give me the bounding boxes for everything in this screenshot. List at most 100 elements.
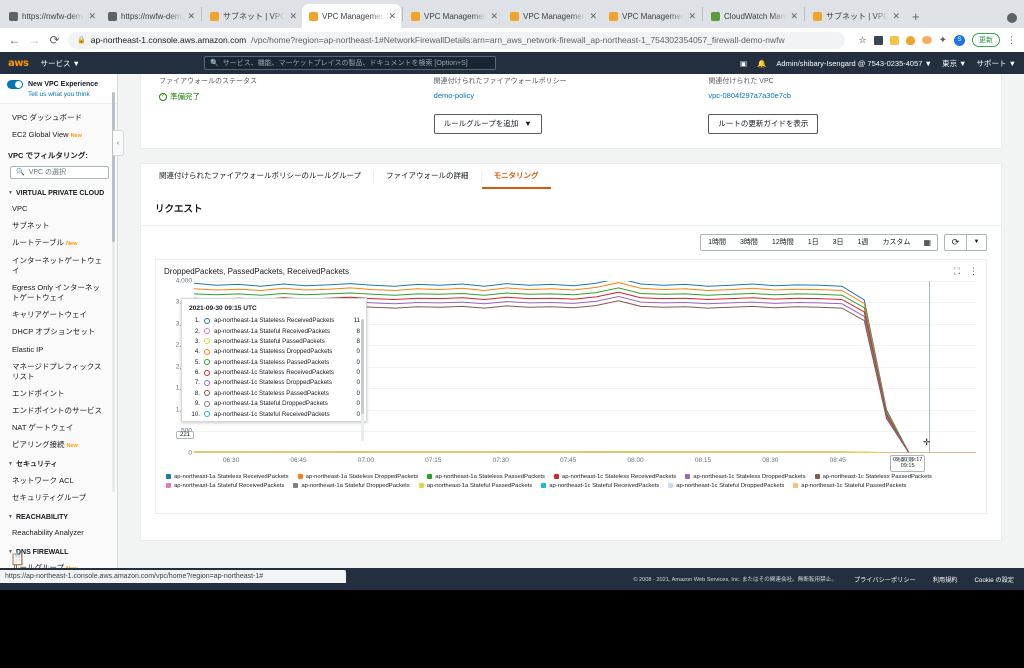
- close-icon[interactable]: ✕: [688, 10, 696, 21]
- clipboard-icon[interactable]: 📋: [10, 552, 25, 566]
- time-range-button[interactable]: 1週: [857, 238, 869, 246]
- close-icon[interactable]: ✕: [589, 10, 597, 21]
- time-range-button[interactable]: 12時間: [771, 238, 794, 246]
- legend-item[interactable]: ap-northeast-1c Stateless PassedPackets: [814, 474, 932, 480]
- sidebar-collapse-button[interactable]: ‹: [113, 130, 124, 156]
- legend-item[interactable]: ap-northeast-1a Stateless ReceivedPacket…: [166, 474, 289, 480]
- calendar-icon[interactable]: ▦: [923, 237, 931, 247]
- expand-icon[interactable]: ⛶: [953, 265, 960, 276]
- global-search-input[interactable]: 🔍 サービス、機能、マーケットプレイスの製品、ドキュメントを検索 [Option…: [203, 56, 496, 70]
- legend-item[interactable]: ap-northeast-1c Stateful PassedPackets: [793, 483, 906, 489]
- sidebar-group-header[interactable]: ▼ DNS FIREWALL: [0, 542, 117, 560]
- time-range-button[interactable]: 3日: [832, 238, 844, 246]
- cloudshell-icon[interactable]: ▣: [739, 58, 748, 68]
- legend-item[interactable]: ap-northeast-1a Stateless PassedPackets: [427, 474, 545, 480]
- privacy-link[interactable]: プライバシーポリシー: [853, 576, 916, 584]
- sidebar-item[interactable]: キャリアゲートウェイ: [0, 307, 117, 324]
- add-rule-group-button[interactable]: ルールグループを追加 ▼: [433, 113, 542, 134]
- bookmark-star-icon[interactable]: ☆: [858, 34, 867, 45]
- policy-link[interactable]: demo-policy: [433, 91, 475, 100]
- sidebar-item[interactable]: NAT ゲートウェイ: [0, 420, 117, 437]
- time-range-button[interactable]: 1時間: [708, 238, 727, 246]
- legend-item[interactable]: ap-northeast-1a Stateful PassedPackets: [418, 483, 532, 489]
- close-icon[interactable]: ✕: [892, 10, 900, 21]
- extension-icon-2[interactable]: [889, 35, 899, 45]
- legend-item[interactable]: ap-northeast-1a Stateless DroppedPackets: [297, 474, 418, 480]
- close-icon[interactable]: ✕: [388, 10, 396, 21]
- sidebar-scrollbar-thumb[interactable]: [112, 92, 115, 242]
- terms-link[interactable]: 利用規約: [932, 576, 958, 584]
- new-experience-toggle[interactable]: [7, 80, 23, 89]
- legend-item[interactable]: ap-northeast-1a Stateful DroppedPackets: [293, 483, 410, 489]
- browser-tab[interactable]: サブネット | VPC Manag✕: [203, 4, 302, 28]
- close-icon[interactable]: ✕: [790, 10, 798, 21]
- browser-tab[interactable]: VPC Management Cons✕: [602, 4, 701, 28]
- aws-logo[interactable]: aws: [8, 57, 29, 69]
- time-range-button[interactable]: 3時間: [740, 238, 758, 246]
- sidebar-scrollbar-track[interactable]: [112, 92, 115, 492]
- extension-icon-1[interactable]: [873, 35, 883, 45]
- close-icon[interactable]: ✕: [490, 10, 498, 21]
- sidebar-item[interactable]: ルートテーブル New: [0, 235, 117, 252]
- legend-item[interactable]: ap-northeast-1c Stateless DroppedPackets: [685, 474, 806, 480]
- browser-menu-icon[interactable]: ⋮: [1007, 34, 1016, 45]
- sidebar-item[interactable]: エンドポイント: [0, 385, 117, 402]
- sidebar-item[interactable]: EC2 Global View New: [0, 126, 117, 143]
- profile-avatar[interactable]: S: [954, 34, 965, 46]
- legend-item[interactable]: ap-northeast-1c Stateful ReceivedPackets: [541, 483, 659, 489]
- browser-tab[interactable]: VPC Management Cons✕: [302, 4, 401, 28]
- sidebar-item[interactable]: DHCP オプションセット: [0, 324, 117, 341]
- vpc-filter-input[interactable]: 🔍 VPC の選択: [10, 165, 109, 179]
- new-tab-button[interactable]: +: [912, 9, 920, 24]
- sidebar-item[interactable]: VPC: [0, 201, 117, 218]
- reload-icon[interactable]: ⟳: [49, 33, 60, 47]
- sidebar-group-header[interactable]: ▼ VIRTUAL PRIVATE CLOUD: [0, 183, 117, 201]
- update-button[interactable]: 更新: [972, 33, 1000, 47]
- cookie-settings-link[interactable]: Cookie の設定: [974, 576, 1014, 584]
- window-menu-icon[interactable]: [1007, 13, 1017, 23]
- show-route-guide-button[interactable]: ルートの更新ガイドを表示: [708, 113, 819, 134]
- browser-tab[interactable]: VPC Management Cons✕: [503, 4, 602, 28]
- browser-tab[interactable]: https://nwfw-demo.sh ✕: [101, 4, 200, 28]
- support-menu[interactable]: サポート ▼: [976, 58, 1016, 68]
- legend-item[interactable]: ap-northeast-1c Stateless ReceivedPacket…: [553, 474, 676, 480]
- sidebar-item[interactable]: ピアリング接続 New: [0, 437, 117, 454]
- address-input[interactable]: 🔒 ap-northeast-1.console.aws.amazon.com /…: [68, 31, 845, 49]
- vpc-link[interactable]: vpc-0804f297a7a30e7cb: [708, 91, 791, 100]
- close-icon[interactable]: ✕: [289, 10, 297, 21]
- account-menu[interactable]: Admin/shibary-Isengard @ 7543-0235-4057 …: [776, 58, 932, 68]
- legend-item[interactable]: ap-northeast-1a Stateful ReceivedPackets: [166, 483, 284, 489]
- sidebar-group-header[interactable]: ▼ REACHABILITY: [0, 507, 117, 525]
- browser-tab[interactable]: https://nwfw-demo.sh ✕: [2, 4, 101, 28]
- close-icon[interactable]: ✕: [88, 10, 96, 21]
- time-range-button[interactable]: カスタム: [882, 238, 911, 246]
- sidebar-group-header[interactable]: ▼ セキュリティ: [0, 454, 117, 472]
- browser-tab[interactable]: CloudWatch Managem ✕: [704, 4, 803, 28]
- browser-tab[interactable]: サブネット | VPC Manag✕: [806, 4, 905, 28]
- sidebar-item[interactable]: サブネット: [0, 218, 117, 235]
- sidebar-item[interactable]: マネージドプレフィックスリスト: [0, 358, 117, 385]
- extension-icon-4[interactable]: [921, 36, 932, 44]
- sidebar-item[interactable]: セキュリティグループ: [0, 489, 117, 506]
- bell-icon[interactable]: 🔔: [757, 58, 767, 68]
- sidebar-item[interactable]: エンドポイントのサービス: [0, 403, 117, 420]
- legend-item[interactable]: ap-northeast-1c Stateful DroppedPackets: [668, 483, 784, 489]
- close-icon[interactable]: ✕: [187, 10, 195, 21]
- more-vertical-icon[interactable]: ⋮: [969, 265, 978, 276]
- back-icon[interactable]: ←: [8, 33, 21, 47]
- sidebar-item[interactable]: Egress Only インターネットゲートウェイ: [0, 280, 117, 307]
- sidebar-item[interactable]: インターネットゲートウェイ: [0, 252, 117, 279]
- refresh-options-caret[interactable]: ▼: [973, 239, 980, 245]
- sidebar-item[interactable]: ルールグループNew: [0, 560, 117, 568]
- sidebar-item[interactable]: Elastic IP: [0, 341, 117, 358]
- content-tab[interactable]: モニタリング: [481, 164, 551, 189]
- browser-tab[interactable]: VPC Management Cons✕: [404, 4, 503, 28]
- refresh-button[interactable]: ⟳: [951, 236, 960, 247]
- sidebar-item[interactable]: VPC ダッシュボード: [0, 109, 117, 126]
- region-menu[interactable]: 東京 ▼: [941, 58, 967, 68]
- feedback-link[interactable]: Tell us what you think: [28, 91, 90, 98]
- extension-icon-3[interactable]: [905, 35, 915, 45]
- time-range-button[interactable]: 1日: [807, 238, 819, 246]
- tooltip-scrollbar-thumb[interactable]: [361, 318, 364, 414]
- sidebar-item[interactable]: Reachability Analyzer: [0, 525, 117, 542]
